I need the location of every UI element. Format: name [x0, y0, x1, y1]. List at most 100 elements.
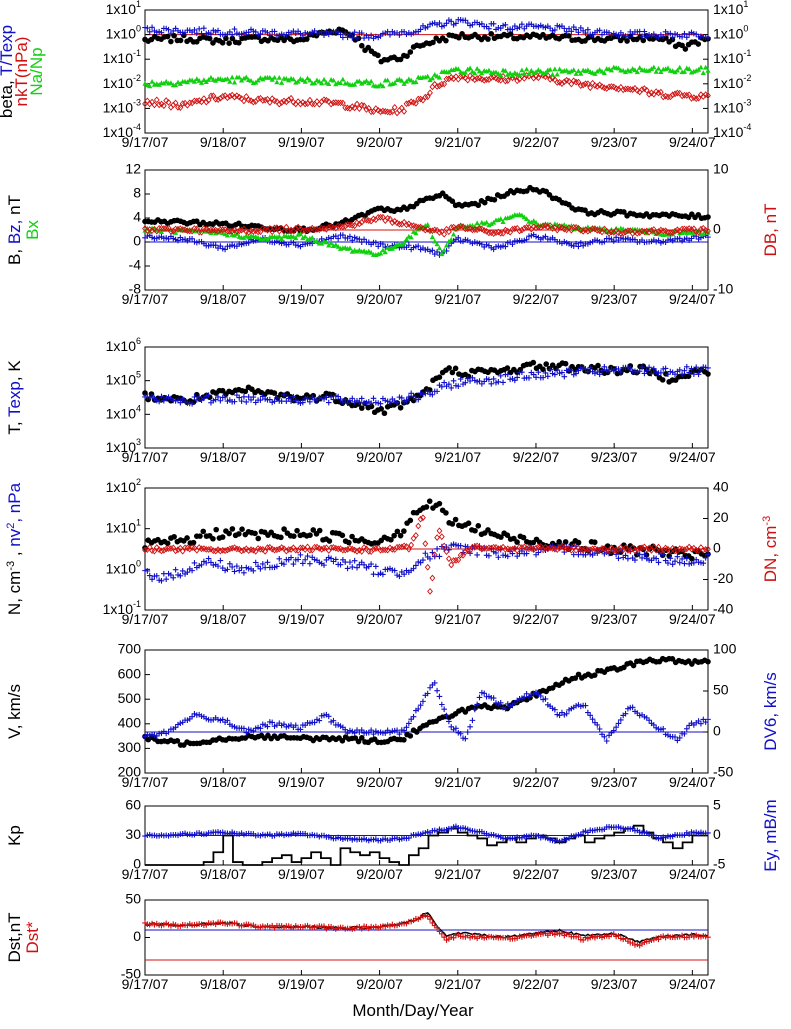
data-point — [561, 78, 568, 86]
data-point — [439, 384, 445, 390]
data-point — [453, 725, 459, 732]
data-point — [179, 568, 186, 574]
data-point — [179, 547, 186, 555]
data-point — [236, 531, 242, 537]
data-point — [423, 504, 430, 510]
data-point — [191, 394, 198, 400]
data-point — [274, 394, 280, 401]
data-point — [509, 26, 516, 33]
data-point — [655, 228, 662, 235]
data-point — [358, 548, 365, 555]
data-point — [405, 99, 412, 107]
data-point — [436, 74, 443, 80]
data-point — [625, 227, 631, 234]
data-point — [351, 104, 358, 112]
data-point — [276, 74, 282, 80]
data-point — [685, 373, 692, 380]
data-point — [266, 99, 273, 106]
data-point — [436, 527, 443, 535]
data-point — [700, 70, 706, 76]
data-point — [413, 230, 419, 236]
data-point — [493, 229, 499, 236]
data-point — [679, 556, 685, 562]
data-point — [158, 29, 165, 36]
data-point — [208, 31, 214, 37]
data-point — [361, 216, 367, 224]
data-point — [297, 726, 304, 733]
data-point — [502, 77, 509, 85]
data-point — [370, 571, 377, 578]
data-point — [307, 532, 313, 539]
data-point — [406, 720, 412, 727]
data-point — [144, 25, 151, 31]
data-point — [398, 220, 405, 228]
data-point — [434, 545, 440, 552]
data-point — [226, 92, 233, 100]
data-point — [575, 78, 582, 86]
data-point — [700, 546, 707, 554]
data-point — [422, 550, 429, 557]
data-point — [236, 394, 243, 401]
data-point — [163, 97, 170, 104]
data-point — [441, 934, 447, 941]
data-point — [173, 230, 179, 235]
data-point — [389, 219, 396, 227]
data-point — [227, 79, 233, 84]
data-point — [427, 684, 433, 691]
data-point — [424, 563, 431, 571]
data-point — [226, 530, 232, 537]
data-point — [481, 77, 488, 84]
data-point — [509, 213, 516, 219]
data-point — [603, 547, 610, 555]
data-point — [693, 364, 700, 370]
data-point — [547, 75, 554, 83]
data-point — [450, 557, 457, 564]
data-point — [236, 39, 242, 46]
data-point — [281, 526, 287, 532]
data-point — [436, 229, 443, 236]
data-point — [158, 577, 165, 584]
data-point — [208, 545, 214, 553]
data-point — [497, 76, 504, 84]
data-point — [562, 360, 569, 367]
series-nv2 — [142, 541, 711, 584]
data-point — [519, 226, 525, 234]
data-point — [309, 235, 315, 240]
data-point — [528, 67, 534, 73]
data-point — [396, 573, 403, 580]
data-point — [420, 225, 426, 232]
y-tick-label: 60 — [125, 797, 141, 813]
data-point — [669, 656, 676, 662]
data-point — [429, 234, 435, 240]
data-point — [568, 28, 575, 35]
data-point — [365, 44, 372, 51]
data-point — [552, 66, 558, 72]
data-point — [688, 226, 695, 233]
data-point — [646, 717, 652, 724]
data-point — [158, 547, 165, 555]
data-point — [160, 225, 167, 232]
data-point — [292, 722, 299, 729]
data-point — [200, 95, 207, 103]
data-point — [208, 74, 214, 80]
data-point — [486, 25, 492, 32]
data-point — [307, 226, 313, 233]
data-point — [290, 393, 297, 400]
data-point — [453, 225, 459, 233]
data-point — [429, 227, 436, 235]
data-point — [161, 80, 167, 86]
data-point — [688, 94, 695, 102]
data-point — [556, 66, 563, 72]
data-point — [577, 82, 584, 90]
data-point — [191, 27, 198, 33]
y-axis-title-1: beta, T/Texp — [0, 25, 16, 118]
x-tick-label: 9/18/07 — [200, 774, 247, 790]
data-point — [531, 218, 537, 223]
data-point — [471, 543, 478, 551]
data-point — [554, 226, 561, 234]
data-point — [147, 83, 153, 89]
data-point — [303, 36, 310, 42]
data-point — [316, 78, 322, 84]
x-tick-label: 9/19/07 — [278, 611, 325, 627]
data-point — [594, 722, 601, 728]
